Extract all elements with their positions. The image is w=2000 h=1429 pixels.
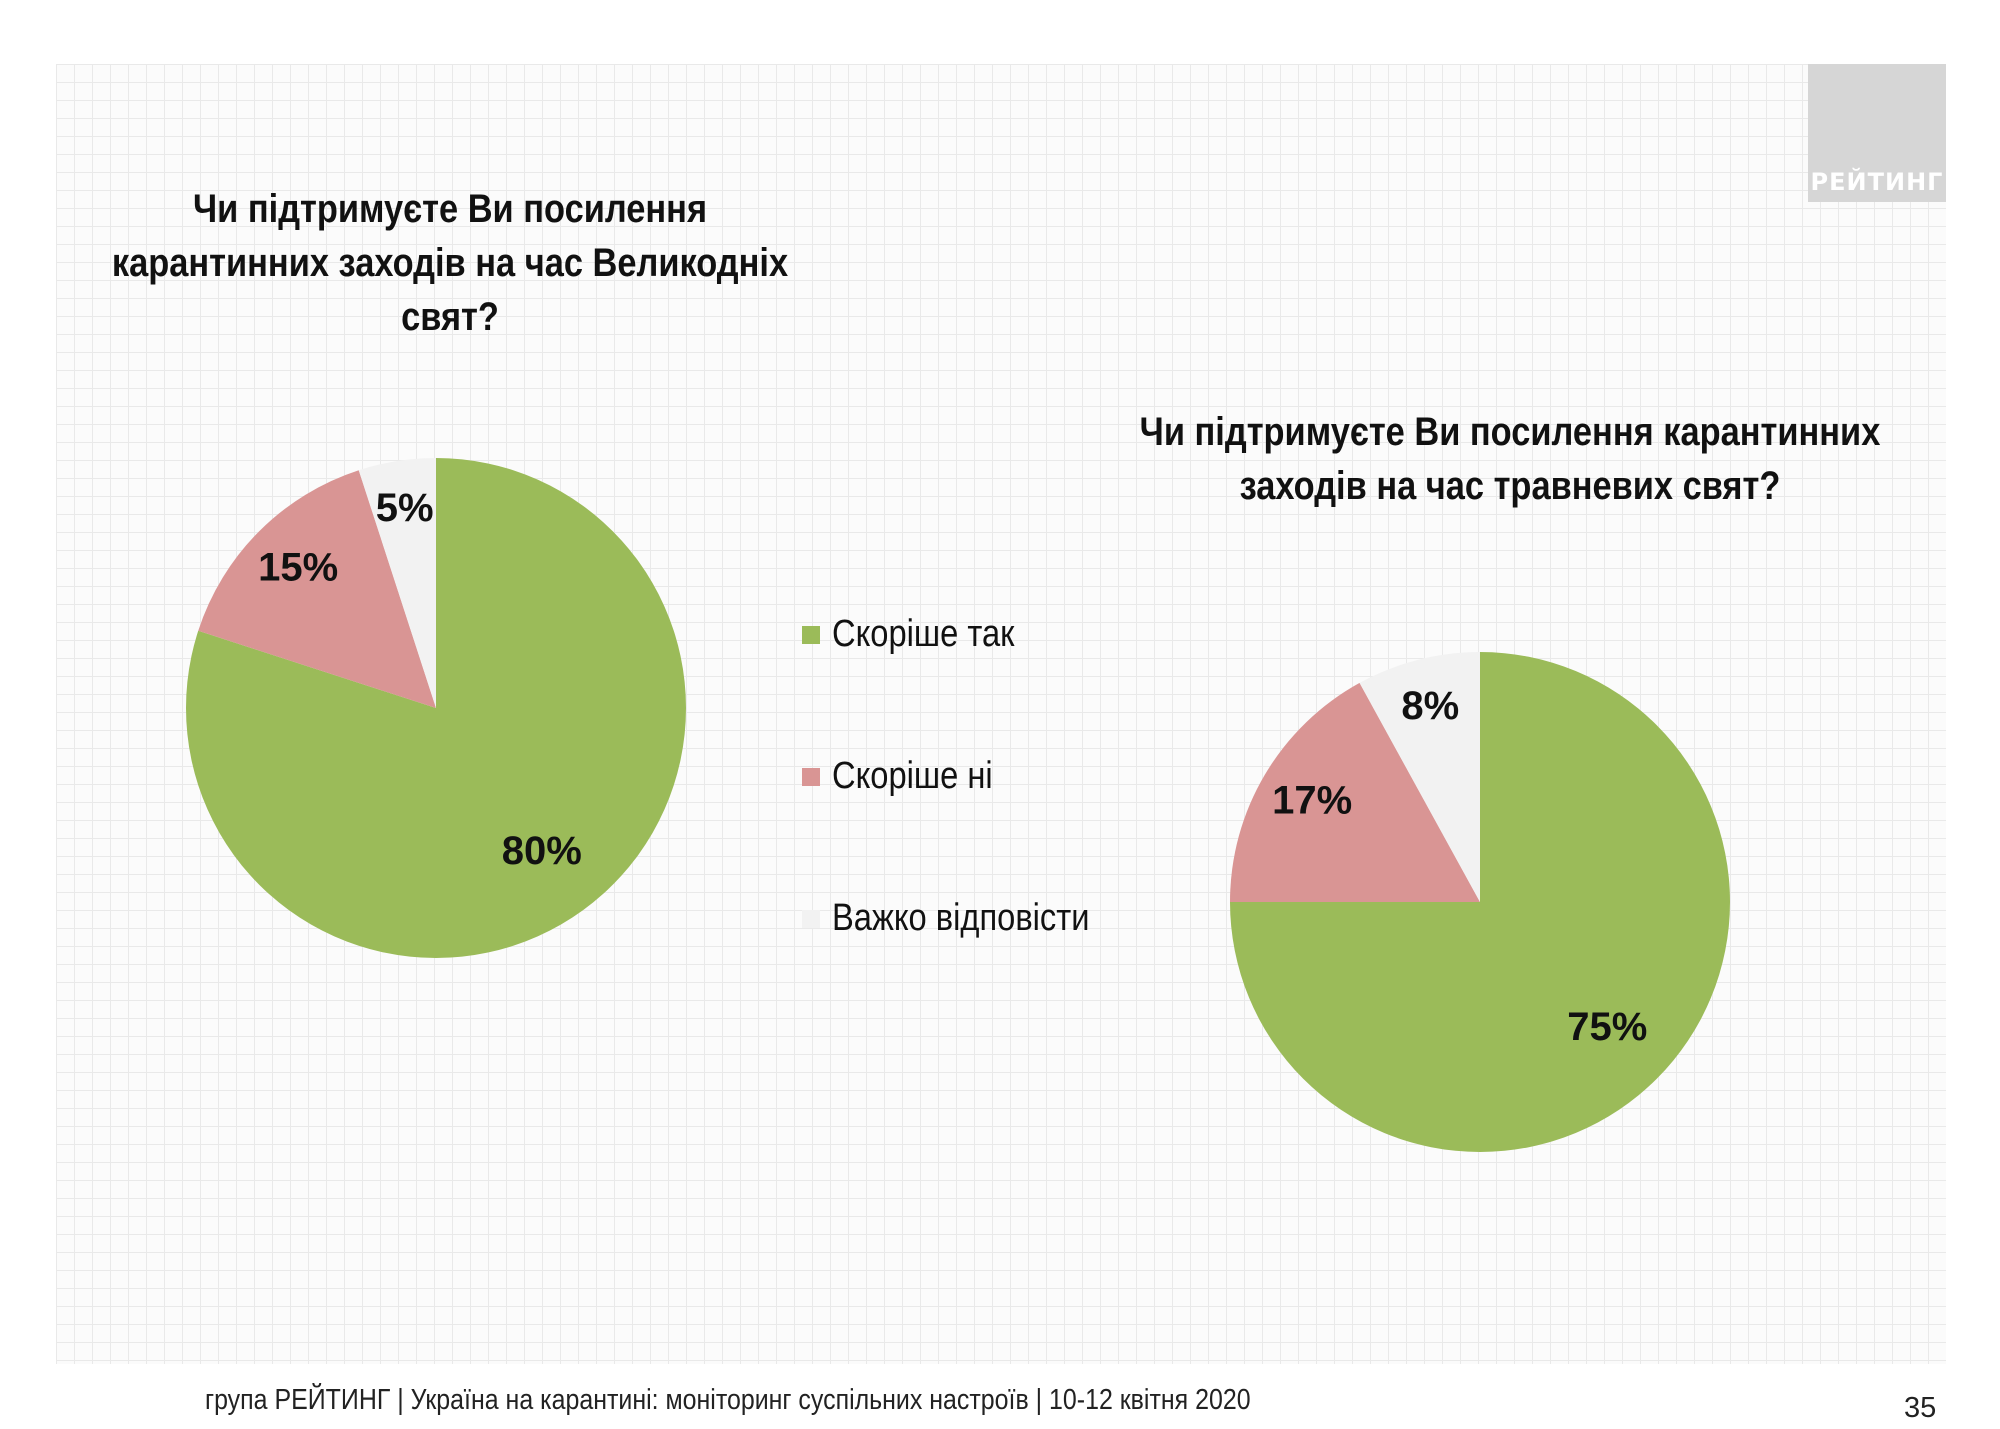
chart-2-title-line: Чи підтримуєте Ви посилення карантинних: [1139, 410, 1881, 454]
chart-1-title: Чи підтримуєте Ви посилення карантинних …: [97, 182, 802, 344]
pie-2-label-yes: 75%: [1567, 1005, 1647, 1049]
pie-1-label-no: 15%: [258, 546, 338, 590]
chart-1-title-line: Чи підтримуєте Ви посилення: [192, 187, 708, 231]
chart-2-title-line: заходів на час травневих свят?: [1239, 464, 1781, 508]
legend-swatch-no: [802, 768, 820, 786]
rating-logo: РЕЙТИНГ: [1808, 64, 1946, 202]
pie-2-label-hard-to-say: 8%: [1401, 684, 1459, 728]
pie-1-slice-hard-to-say: [358, 458, 436, 708]
legend-label-hard-to-say: Важко відповісти: [832, 897, 1090, 939]
page-number: 35: [1904, 1392, 1937, 1424]
legend-label-no: Скоріше ні: [832, 755, 993, 797]
legend-swatch-hard-to-say: [802, 910, 820, 928]
chart-2-title: Чи підтримуєте Ви посилення карантинних …: [1097, 405, 1923, 513]
logo-text: РЕЙТИНГ: [1810, 168, 1944, 196]
pie-2-slice-hard-to-say: [1359, 652, 1480, 902]
legend-swatch-yes: [802, 626, 820, 644]
pie-2-label-no: 17%: [1272, 778, 1352, 822]
pie-1-label-hard-to-say: 5%: [376, 486, 434, 530]
pie-2-slice-no: [1230, 682, 1480, 902]
chart-1-title-line: карантинних заходів на час Великодніх: [111, 241, 789, 285]
pie-1-slice-no: [198, 470, 436, 708]
chart-1-title-line: свят?: [401, 295, 499, 339]
legend-label-yes: Скоріше так: [832, 613, 1015, 655]
pie-1-label-yes: 80%: [502, 829, 582, 873]
footer-text: група РЕЙТИНГ | Україна на карантині: мо…: [205, 1384, 1251, 1416]
